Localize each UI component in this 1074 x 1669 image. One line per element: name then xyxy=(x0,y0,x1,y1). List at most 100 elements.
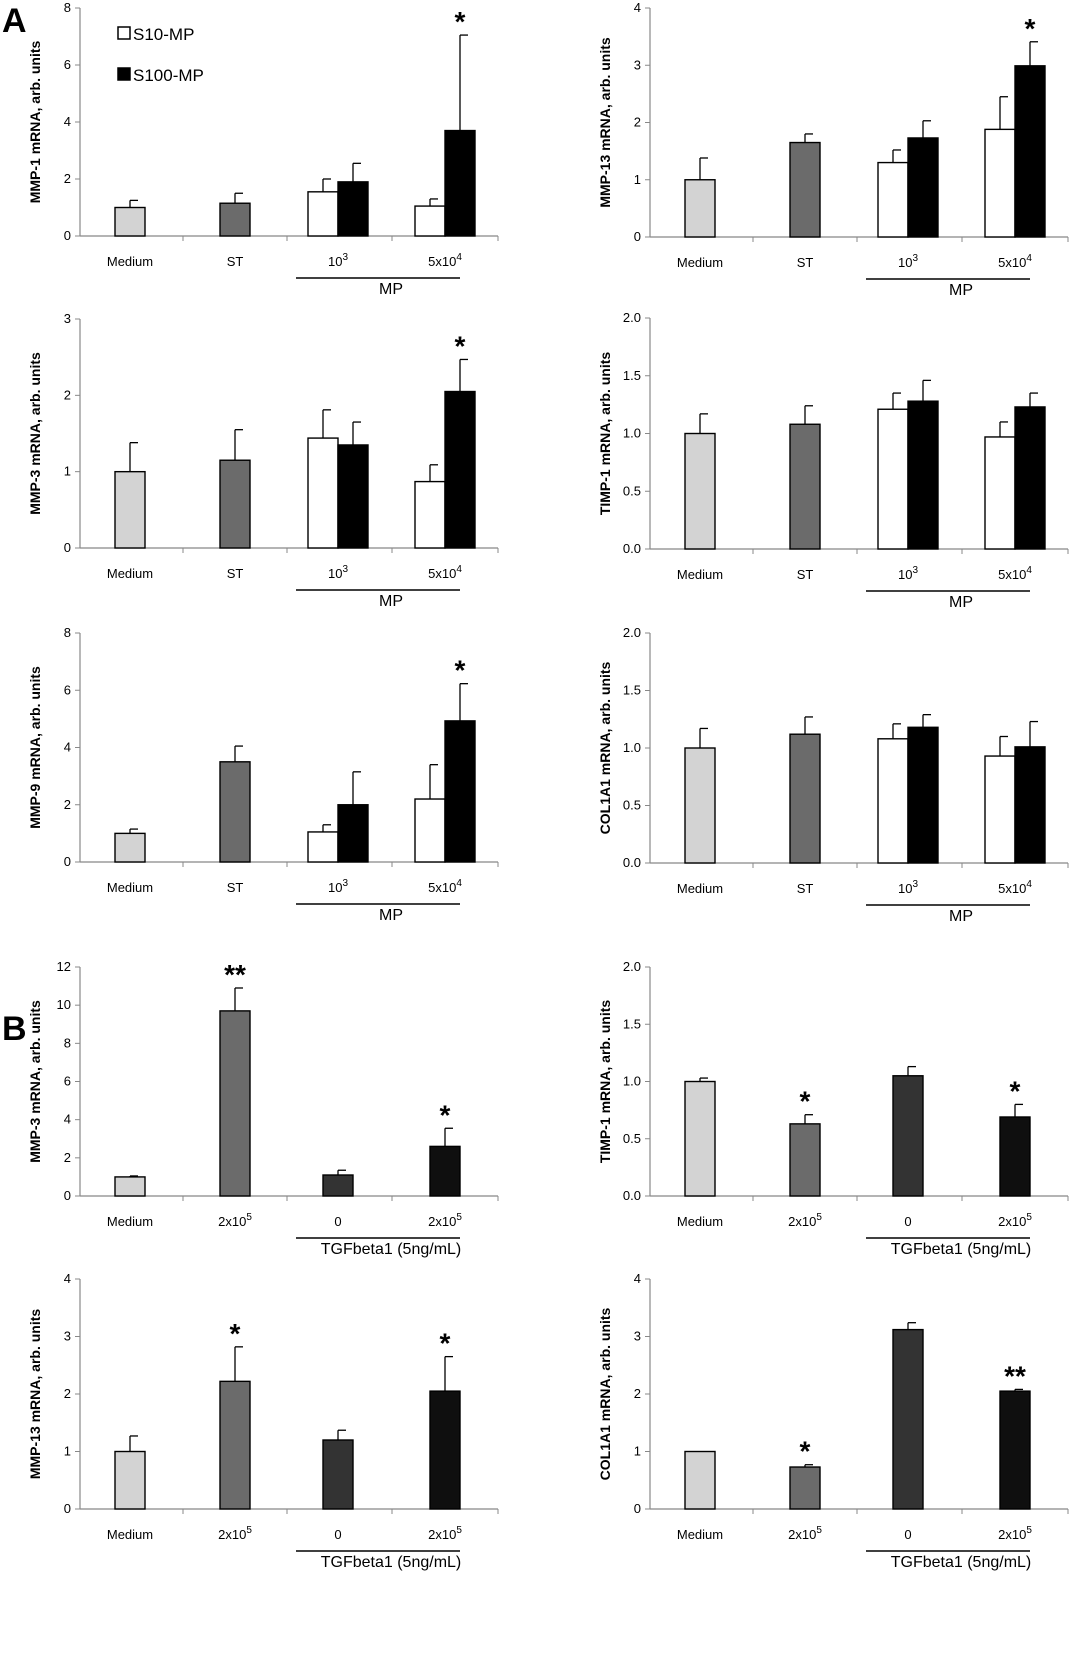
bar xyxy=(684,747,716,864)
y-tick-label: 0.5 xyxy=(623,798,641,813)
y-axis-label: COL1A1 mRNA, arb. units xyxy=(597,1307,613,1480)
bar xyxy=(1014,406,1046,550)
y-tick-label: 0 xyxy=(634,229,641,244)
bar xyxy=(907,400,939,550)
group-label: TGFbeta1 (5ng/mL) xyxy=(321,1554,462,1571)
x-tick-label: 103 xyxy=(328,252,348,269)
y-tick-label: 1.0 xyxy=(623,426,641,441)
y-tick-label: 1.5 xyxy=(623,683,641,698)
y-tick-label: 0 xyxy=(64,1188,71,1203)
chart-a2: 0 1 2 3 4 MMP-13 mRNA, arb. units Medium ST 103 5… xyxy=(597,0,1069,299)
y-tick-label: 2 xyxy=(64,387,71,402)
y-tick-label: 6 xyxy=(64,57,71,72)
bar xyxy=(684,1080,716,1197)
significance-marker: * xyxy=(455,330,466,361)
bar xyxy=(1014,746,1046,864)
bar xyxy=(892,1075,924,1197)
y-tick-label: 0 xyxy=(64,854,71,869)
y-tick-label: 1.0 xyxy=(623,1074,641,1089)
bar xyxy=(307,437,339,549)
chart-a4: 0.0 0.5 1.0 1.5 2.0 TIMP-1 mRNA, arb. units Me… xyxy=(597,310,1069,611)
x-tick-label: 5x104 xyxy=(428,878,462,895)
y-axis-label: MMP-1 mRNA, arb. units xyxy=(27,41,43,204)
y-tick-label: 1 xyxy=(64,464,71,479)
chart-b4: 0 1 2 3 4 COL1A1 mRNA, arb. units Medium 2x105 0… xyxy=(597,1271,1069,1571)
legend-swatch-filled xyxy=(117,67,131,81)
x-tick-label: Medium xyxy=(677,1527,723,1542)
bar xyxy=(444,720,476,863)
y-tick-label: 4 xyxy=(64,1271,71,1286)
chart-a1: 0 2 4 6 8 MMP-1 mRNA, arb. units Medium ST 103 5x… xyxy=(27,0,499,298)
y-tick-label: 0 xyxy=(64,540,71,555)
significance-marker: * xyxy=(455,6,466,37)
x-tick-label: ST xyxy=(227,254,244,269)
y-tick-label: 0.5 xyxy=(623,1131,641,1146)
chart-b3: 0 1 2 3 4 MMP-13 mRNA, arb. units Medium 2x105 0… xyxy=(27,1271,499,1571)
y-axis-label: MMP-3 mRNA, arb. units xyxy=(27,1000,43,1163)
bar xyxy=(907,726,939,864)
bar xyxy=(877,738,909,864)
y-tick-label: 3 xyxy=(634,57,641,72)
significance-marker: * xyxy=(230,1318,241,1349)
significance-marker: * xyxy=(455,655,466,686)
x-tick-label: Medium xyxy=(107,1214,153,1229)
bar xyxy=(984,128,1016,238)
chart-b1: 0 2 4 6 8 10 12 MMP-3 mRNA, arb. units Medium 2x1… xyxy=(27,959,499,1258)
panel-label-b: B xyxy=(2,1010,27,1048)
chart-b2: 0.0 0.5 1.0 1.5 2.0 TIMP-1 mRNA, arb. units Me… xyxy=(597,959,1069,1258)
y-tick-label: 4 xyxy=(64,114,71,129)
y-tick-label: 2.0 xyxy=(623,310,641,325)
significance-marker: * xyxy=(800,1086,811,1117)
group-label: MP xyxy=(949,594,973,611)
bar xyxy=(789,1466,821,1510)
y-tick-label: 2 xyxy=(634,115,641,130)
y-tick-label: 0 xyxy=(64,228,71,243)
x-tick-label: ST xyxy=(227,566,244,581)
bar xyxy=(907,137,939,238)
legend: S10-MP S100-MP xyxy=(117,25,204,85)
y-tick-label: 2 xyxy=(64,1386,71,1401)
x-tick-label: ST xyxy=(797,567,814,582)
bar xyxy=(219,202,251,237)
y-tick-label: 2.0 xyxy=(623,625,641,640)
y-tick-label: 1 xyxy=(634,172,641,187)
x-tick-label: 103 xyxy=(898,879,918,896)
bar xyxy=(429,1390,461,1510)
x-tick-label: ST xyxy=(797,881,814,896)
y-tick-label: 6 xyxy=(64,1074,71,1089)
x-tick-label: 103 xyxy=(328,878,348,895)
x-tick-label: 103 xyxy=(328,564,348,581)
bar xyxy=(414,480,446,549)
y-tick-label: 8 xyxy=(64,0,71,15)
significance-marker: ** xyxy=(224,959,246,990)
x-tick-label: ST xyxy=(797,255,814,270)
y-tick-label: 1 xyxy=(634,1444,641,1459)
significance-marker: ** xyxy=(1004,1360,1026,1391)
x-tick-label: 0 xyxy=(904,1527,911,1542)
bar xyxy=(877,161,909,238)
y-axis-label: MMP-13 mRNA, arb. units xyxy=(27,1309,43,1480)
bar xyxy=(219,1380,251,1510)
bar xyxy=(114,470,146,549)
group-label: MP xyxy=(949,908,973,925)
y-tick-label: 2 xyxy=(64,171,71,186)
y-tick-label: 2 xyxy=(64,1150,71,1165)
y-tick-label: 0 xyxy=(64,1501,71,1516)
bar xyxy=(1014,65,1046,238)
bar xyxy=(322,1439,354,1510)
bar xyxy=(114,206,146,237)
x-tick-label: 2x105 xyxy=(428,1525,462,1542)
group-label: MP xyxy=(379,281,403,298)
x-tick-label: 103 xyxy=(898,565,918,582)
x-tick-label: 2x105 xyxy=(788,1525,822,1542)
group-label: MP xyxy=(949,282,973,299)
y-tick-label: 0.0 xyxy=(623,1188,641,1203)
group-label: TGFbeta1 (5ng/mL) xyxy=(321,1241,462,1258)
y-tick-label: 1 xyxy=(64,1444,71,1459)
bar xyxy=(877,408,909,550)
x-tick-label: 5x104 xyxy=(998,253,1032,270)
x-tick-label: 5x104 xyxy=(998,565,1032,582)
bar xyxy=(684,179,716,238)
y-tick-label: 12 xyxy=(57,959,71,974)
y-axis-label: MMP-9 mRNA, arb. units xyxy=(27,666,43,829)
